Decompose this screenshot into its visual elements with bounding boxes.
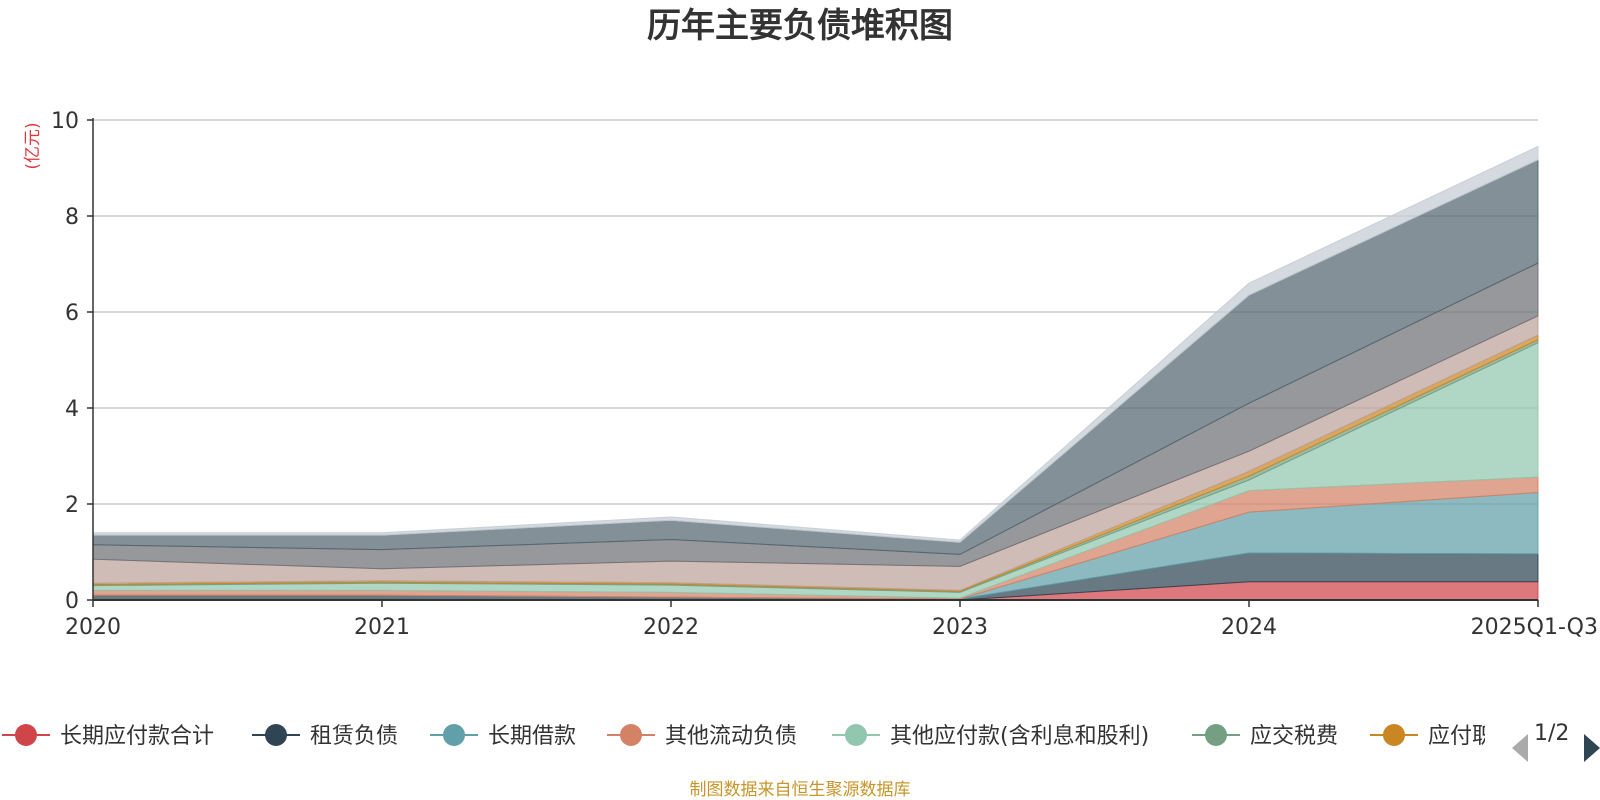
legend-dot-icon bbox=[620, 724, 642, 746]
legend-item[interactable]: 长期应付款合计 bbox=[2, 724, 214, 749]
legend-label: 应交税费 bbox=[1250, 724, 1338, 749]
legend-label: 租赁负债 bbox=[310, 724, 398, 749]
legend-label: 应付职工薪酬 bbox=[1428, 724, 1560, 749]
y-axis-unit: (亿元) bbox=[23, 122, 43, 169]
area-series-10[interactable] bbox=[92, 145, 1539, 543]
data-source-note: 制图数据来自恒生聚源数据库 bbox=[690, 780, 911, 800]
y-tick-label: 10 bbox=[51, 109, 79, 134]
x-tick-label: 2020 bbox=[65, 615, 121, 640]
x-tick-label: 2024 bbox=[1221, 615, 1277, 640]
area-series bbox=[92, 145, 1539, 601]
chart-title: 历年主要负债堆积图 bbox=[647, 6, 953, 46]
legend-dot-icon bbox=[443, 724, 465, 746]
legend-item[interactable]: 租赁负债 bbox=[252, 724, 398, 749]
legend: 长期应付款合计 租赁负债 长期借款 其他流动负债 其他应付款(含利息和股利) 应交税费 应付… bbox=[2, 724, 1560, 749]
legend-label: 其他流动负债 bbox=[665, 724, 797, 749]
y-tick-label: 8 bbox=[65, 205, 79, 230]
legend-item[interactable]: 长期借款 bbox=[430, 724, 576, 749]
legend-dot-icon bbox=[1383, 724, 1405, 746]
x-tick-label: 2023 bbox=[932, 615, 988, 640]
legend-prev-arrow-icon[interactable] bbox=[1512, 734, 1528, 762]
x-tick-label: 2022 bbox=[643, 615, 699, 640]
y-tick-label: 2 bbox=[65, 493, 79, 518]
legend-label: 长期借款 bbox=[488, 724, 576, 749]
legend-item[interactable]: 应交税费 bbox=[1192, 724, 1338, 749]
x-tick-label: 2025Q1-Q3 bbox=[1471, 615, 1598, 640]
legend-dot-icon bbox=[15, 724, 37, 746]
y-tick-label: 4 bbox=[65, 397, 79, 422]
legend-label: 其他应付款(含利息和股利) bbox=[890, 724, 1149, 749]
legend-page-indicator: 1/2 bbox=[1534, 721, 1569, 746]
y-tick-label: 6 bbox=[65, 301, 79, 326]
legend-dot-icon bbox=[1205, 724, 1227, 746]
legend-dot-icon bbox=[845, 724, 867, 746]
legend-item[interactable]: 其他应付款(含利息和股利) bbox=[832, 724, 1149, 749]
legend-next-arrow-icon[interactable] bbox=[1584, 734, 1600, 762]
legend-item[interactable]: 应付职工薪酬 bbox=[1370, 724, 1560, 749]
y-tick-label: 0 bbox=[65, 589, 79, 614]
legend-item[interactable]: 其他流动负债 bbox=[607, 724, 797, 749]
x-tick-label: 2021 bbox=[354, 615, 410, 640]
legend-dot-icon bbox=[265, 724, 287, 746]
legend-label: 长期应付款合计 bbox=[60, 724, 214, 749]
legend-pager: 1/2 bbox=[1512, 721, 1600, 762]
axes: 0 2 4 6 8 10 2020 2021 2022 2023 2024 2025Q1-Q3 bbox=[51, 109, 1598, 640]
legend-items: 长期应付款合计 租赁负债 长期借款 其他流动负债 其他应付款(含利息和股利) 应交税费 应付… bbox=[2, 724, 1560, 749]
